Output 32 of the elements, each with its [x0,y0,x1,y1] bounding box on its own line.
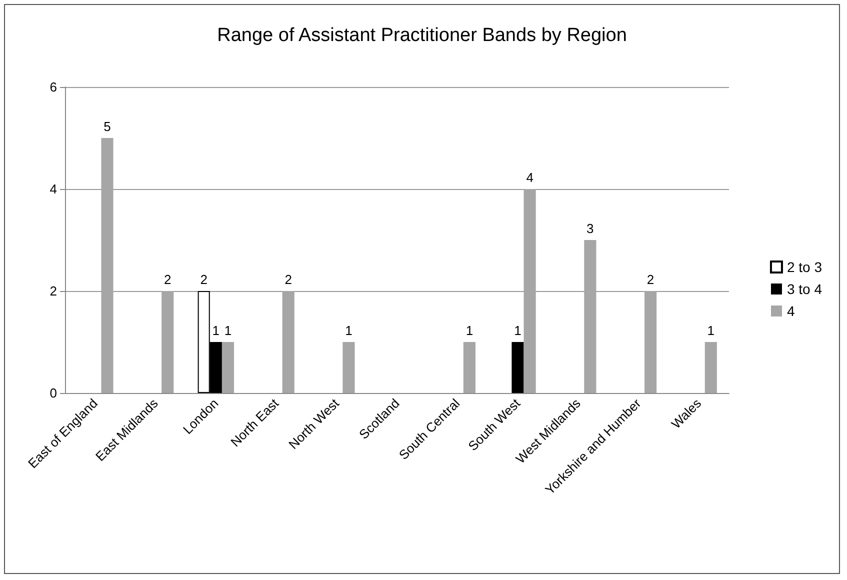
data-label: 2 [646,272,654,287]
legend-label: 2 to 3 [786,259,822,275]
data-label: 2 [200,272,208,287]
data-label: 1 [224,323,232,338]
bar [162,291,174,393]
y-tick-label: 2 [50,284,57,298]
bar [222,342,234,393]
data-label: 1 [707,323,715,338]
legend-label: 4 [786,303,795,319]
y-tick-label: 0 [50,386,57,400]
chart-title: Range of Assistant Practitioner Bands by Region [217,25,627,46]
bar [524,189,536,393]
bar [512,342,524,393]
bar [644,291,657,393]
bar [463,342,476,393]
y-tick-label: 6 [50,80,57,94]
data-label: 1 [466,323,474,338]
bar [342,342,355,393]
bar [282,291,294,393]
data-label: 1 [212,323,220,338]
y-tick-label: 4 [50,182,57,196]
bar [584,240,596,393]
bar [704,342,717,393]
data-label: 1 [514,323,522,338]
data-label: 2 [284,272,292,287]
data-label: 3 [586,221,594,236]
data-label: 4 [526,170,534,185]
data-label: 1 [345,323,352,338]
bar [101,138,114,393]
data-label: 2 [164,272,172,287]
data-label: 5 [104,119,111,134]
legend-label: 3 to 4 [786,281,822,297]
